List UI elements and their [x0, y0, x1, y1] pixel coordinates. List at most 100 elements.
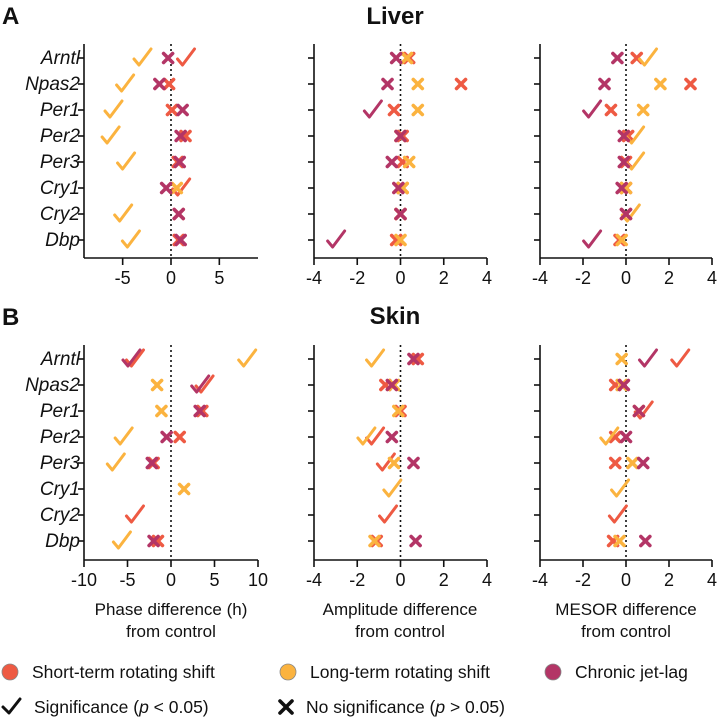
data-mark-nonsignificant-long	[400, 51, 414, 65]
data-mark-significant-short	[670, 348, 691, 368]
data-mark-significant-short	[176, 47, 196, 67]
gene-label: Cry1	[40, 479, 80, 500]
data-mark-nonsignificant-long	[392, 404, 405, 418]
x-label-mesor-line1: MESOR difference	[555, 600, 696, 619]
x-tick-label: -2	[575, 268, 591, 288]
cross-stroke	[608, 456, 622, 470]
data-mark-significant-short	[607, 504, 628, 524]
cross-stroke	[162, 77, 176, 91]
x-tick-label: 2	[664, 570, 674, 590]
cross-stroke	[615, 233, 629, 247]
data-mark-significant-long	[115, 73, 136, 93]
cross-stroke	[400, 51, 414, 65]
data-mark-nonsignificant-long	[170, 181, 184, 195]
cross-stroke	[394, 207, 407, 221]
cross-stroke	[176, 103, 189, 117]
cross-stroke	[615, 181, 629, 195]
x-tick-label: 0	[166, 570, 176, 590]
legend-nosig-prefix: No significance (	[306, 697, 436, 717]
data-mark-significant-long	[599, 426, 620, 446]
cross-stroke	[145, 456, 159, 470]
data-mark-significant-long	[382, 478, 403, 498]
x-tick-label: 2	[664, 268, 674, 288]
cross-stroke	[684, 77, 697, 91]
data-mark-nonsignificant-long	[615, 352, 629, 366]
x-tick-label: -4	[532, 268, 548, 288]
legend-chronic-label: Chronic jet-lag	[575, 662, 688, 682]
x-tick-label: 4	[707, 268, 717, 288]
cross-stroke	[615, 352, 629, 366]
data-mark-significant-long	[237, 348, 258, 368]
data-mark-nonsignificant-chronic	[392, 181, 405, 195]
data-mark-significant-chronic	[190, 374, 211, 394]
x-tick-label: 5	[209, 570, 219, 590]
data-mark-significant-chronic	[121, 348, 142, 368]
cross-stroke	[385, 155, 399, 169]
cross-stroke	[454, 77, 468, 91]
cross-stroke	[174, 233, 187, 247]
data-mark-nonsignificant-short	[387, 103, 401, 117]
legend-short-label: Short-term rotating shift	[32, 662, 215, 682]
cross-stroke	[172, 207, 186, 221]
cross-stroke	[387, 103, 401, 117]
cross-stroke	[407, 352, 420, 366]
x-tick-label: 4	[482, 570, 492, 590]
skin-gene-labels: Arntl Npas2 Per1 Per2 Per3 Cry1 Cry2 Dbp	[25, 349, 81, 552]
data-mark-significant-chronic	[582, 99, 603, 119]
legend-nosig-p: p	[434, 697, 445, 717]
cross-stroke	[196, 404, 209, 418]
x-tick-label: 4	[707, 570, 717, 590]
data-mark-nonsignificant-chronic	[389, 51, 403, 65]
cross-stroke	[385, 378, 399, 392]
data-mark-nonsignificant-chronic	[617, 378, 631, 392]
gene-label: Arntl	[40, 48, 81, 69]
cross-stroke	[630, 51, 644, 65]
x-tick-label: 0	[621, 570, 631, 590]
skin-phase-panel: -10 -5 0 5 10	[71, 345, 268, 590]
cross-stroke	[170, 181, 184, 195]
gene-label: Per1	[40, 100, 80, 121]
legend: Short-term rotating shift Long-term rota…	[1, 662, 688, 717]
data-mark-nonsignificant-chronic	[160, 430, 173, 444]
data-mark-significant-long	[356, 426, 377, 446]
x-label-phase-line2: from control	[126, 622, 216, 641]
data-mark-significant-long	[132, 47, 153, 67]
cross-stroke	[617, 129, 631, 143]
cross-stroke	[368, 534, 381, 548]
legend-significance-label: Significance (p < 0.05)	[34, 697, 209, 717]
data-mark-nonsignificant-chronic	[153, 77, 166, 91]
liver-mesor-panel: -4 -2 0 2 4	[532, 44, 717, 288]
legend-check-icon	[1, 697, 22, 715]
data-mark-nonsignificant-short	[608, 456, 622, 470]
data-mark-significant-long	[105, 452, 126, 472]
data-mark-nonsignificant-long	[402, 155, 416, 169]
data-mark-significant-chronic	[362, 99, 383, 119]
data-mark-significant-long	[113, 203, 134, 223]
cross-stroke	[150, 378, 164, 392]
data-mark-significant-short	[194, 374, 215, 394]
gene-label: Dbp	[45, 531, 80, 552]
data-mark-nonsignificant-chronic	[172, 207, 186, 221]
cross-stroke	[617, 378, 631, 392]
gene-label: Per3	[40, 453, 81, 474]
cross-stroke	[613, 534, 626, 548]
x-tick-label: 0	[395, 570, 405, 590]
x-tick-label: -2	[349, 570, 365, 590]
legend-no-significance-label: No significance (p > 0.05)	[306, 697, 505, 717]
cross-stroke	[177, 482, 191, 496]
cross-stroke	[160, 430, 173, 444]
data-mark-nonsignificant-short	[173, 430, 186, 444]
x-tick-label: 0	[395, 268, 405, 288]
data-mark-nonsignificant-long	[613, 534, 626, 548]
data-mark-significant-short	[124, 348, 145, 368]
data-mark-nonsignificant-chronic	[161, 51, 175, 65]
cross-stroke	[165, 103, 179, 117]
cross-stroke	[611, 51, 624, 65]
data-mark-significant-short	[378, 504, 399, 524]
cross-stroke	[173, 155, 186, 169]
data-mark-nonsignificant-short	[684, 77, 697, 91]
cross-stroke	[411, 103, 425, 117]
data-mark-significant-long	[103, 99, 124, 119]
data-mark-nonsignificant-chronic	[381, 77, 394, 91]
